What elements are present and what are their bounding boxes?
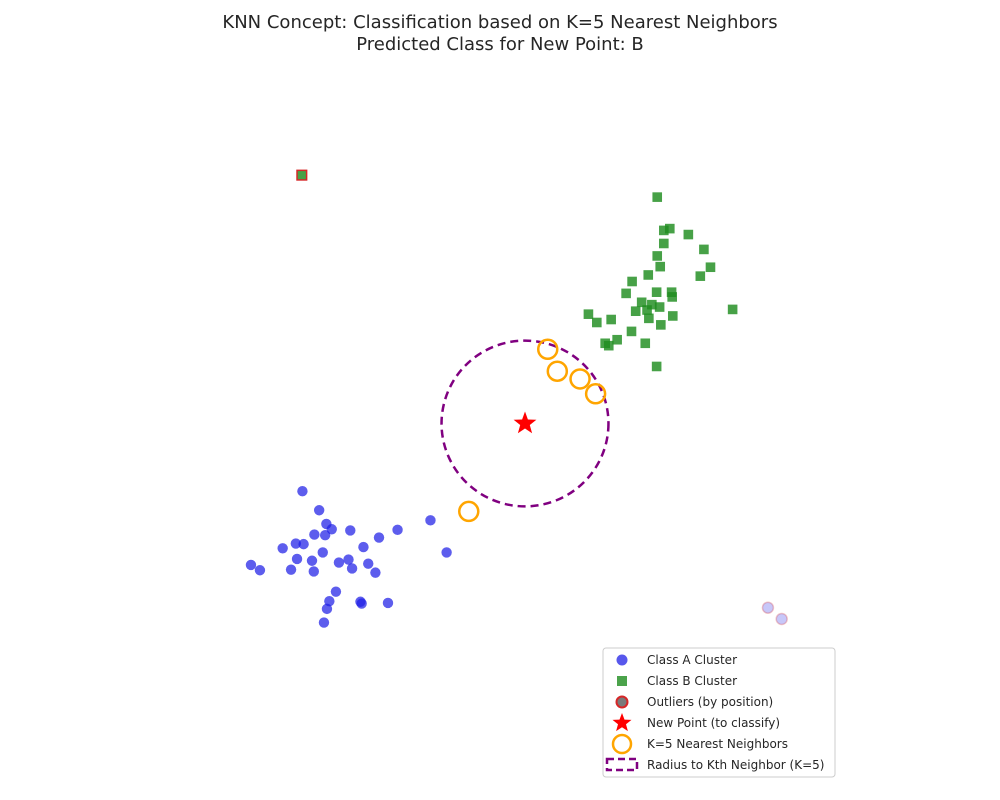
legend-marker-class-b [617, 676, 627, 686]
class-b-point [654, 302, 665, 312]
class-b-point [727, 304, 738, 315]
nearest-neighbor-ring [536, 338, 559, 360]
class-a-point [355, 596, 366, 607]
class-a-point [297, 486, 308, 497]
class-b-point [699, 244, 709, 255]
class-a-point [330, 586, 342, 597]
outlier-point [775, 612, 788, 626]
new-point-star [513, 411, 537, 434]
class-a-point [346, 563, 358, 574]
class-b-point [667, 311, 678, 321]
class-a-point [309, 529, 320, 540]
class-a-point [308, 566, 319, 577]
class-b-point [600, 338, 610, 349]
class-b-point [636, 297, 647, 308]
legend-marker-neighbors [611, 733, 633, 755]
class-a-point [245, 559, 257, 571]
nearest-neighbor-ring [458, 500, 480, 523]
class-b-point [683, 229, 694, 240]
class-a-point [285, 564, 297, 575]
class-b-point [652, 251, 663, 261]
class-a-point [425, 515, 436, 526]
outlier-point [296, 169, 308, 181]
legend-label-class-b: Class B Cluster [647, 674, 737, 688]
class-a-point [306, 555, 318, 566]
class-b-point [666, 287, 677, 297]
legend-marker-class-a [616, 654, 628, 666]
nearest-neighbor-ring [546, 360, 569, 382]
class-a-point [358, 541, 369, 553]
chart-title: KNN Concept: Classification based on K=5… [222, 12, 777, 33]
legend-label-radius: Radius to Kth Neighbor (K=5) [647, 758, 824, 772]
class-b-point [627, 276, 637, 287]
class-b-point [644, 313, 654, 324]
class-a-point [298, 538, 309, 550]
class-a-point [363, 558, 374, 569]
class-a-point [370, 567, 381, 578]
class-b-point [583, 309, 594, 319]
class-a-point [254, 565, 266, 576]
class-a-point [333, 557, 345, 568]
class-b-point [655, 261, 666, 272]
legend-marker-new-point [612, 713, 632, 732]
class-a-point [382, 597, 394, 609]
class-a-point [291, 553, 303, 565]
class-b-point [626, 326, 637, 337]
class-b-point [659, 225, 669, 236]
class-b-point [642, 305, 652, 315]
plot-area [245, 169, 788, 628]
class-b-point [647, 299, 657, 310]
class-a-point [373, 532, 385, 543]
class-a-point [317, 547, 328, 558]
outlier-point [761, 601, 775, 614]
legend: Class A Cluster Class B Cluster Outliers… [602, 647, 836, 778]
class-a-point [324, 595, 335, 607]
class-b-point [656, 320, 666, 330]
class-b-point [695, 271, 706, 281]
legend-label-new-point: New Point (to classify) [647, 716, 780, 730]
legend-label-class-a: Class A Cluster [647, 653, 737, 667]
class-b-point [612, 334, 622, 345]
class-b-point [592, 317, 602, 328]
legend-label-outliers: Outliers (by position) [647, 695, 773, 709]
class-a-point [277, 543, 288, 554]
class-a-point [326, 524, 337, 535]
class-a-point [345, 525, 356, 536]
class-b-point [630, 306, 641, 317]
legend-marker-radius [605, 757, 639, 772]
class-b-point [606, 314, 616, 325]
nearest-neighbor-ring [584, 383, 607, 405]
class-b-point [621, 288, 631, 299]
class-b-point [643, 270, 654, 280]
legend-label-neighbors: K=5 Nearest Neighbors [647, 737, 788, 751]
legend-marker-outliers [615, 695, 629, 709]
class-b-point [640, 338, 651, 349]
chart-subtitle: Predicted Class for New Point: B [356, 34, 644, 55]
class-b-point [705, 262, 716, 273]
class-a-point [290, 538, 302, 549]
class-a-point [313, 505, 325, 516]
radius-to-kth-neighbor-circle [440, 339, 610, 508]
class-b-point [651, 361, 662, 372]
class-b-point [659, 238, 669, 249]
class-a-point [343, 554, 354, 565]
legend-frame [602, 647, 836, 778]
nearest-neighbor-ring [569, 368, 591, 390]
class-a-point [392, 524, 403, 536]
class-b-point [652, 192, 663, 202]
class-a-point [441, 547, 452, 558]
class-b-point [651, 287, 662, 297]
class-a-point [318, 617, 330, 628]
class-b-point [664, 223, 675, 234]
